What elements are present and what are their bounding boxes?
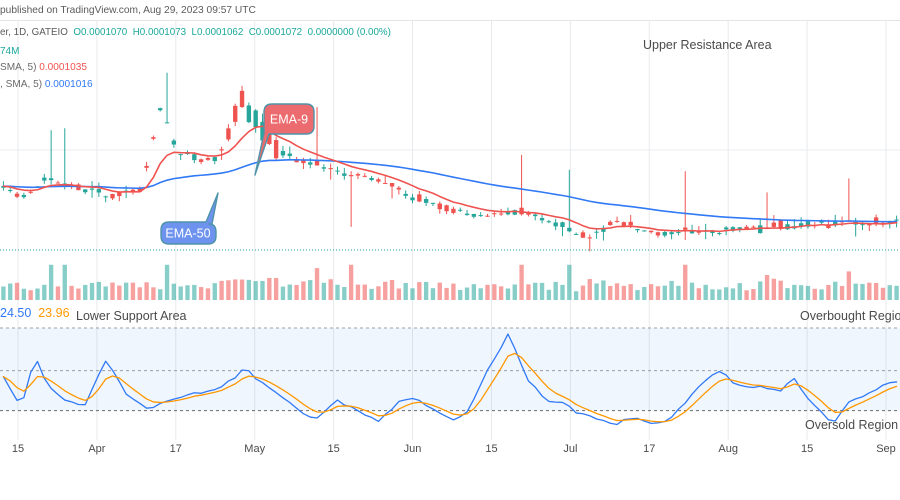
svg-text:Apr: Apr bbox=[88, 443, 105, 455]
svg-text:EMA-9: EMA-9 bbox=[270, 113, 308, 127]
svg-text:Jul: Jul bbox=[563, 443, 577, 455]
svg-text:17: 17 bbox=[170, 443, 182, 455]
svg-text:May: May bbox=[244, 443, 265, 455]
svg-text:EMA-50: EMA-50 bbox=[165, 227, 210, 241]
svg-text:15: 15 bbox=[485, 443, 497, 455]
svg-text:15: 15 bbox=[801, 443, 813, 455]
svg-text:15: 15 bbox=[327, 443, 339, 455]
svg-text:Jun: Jun bbox=[404, 443, 422, 455]
svg-text:Sep: Sep bbox=[876, 443, 896, 455]
svg-text:15: 15 bbox=[12, 443, 24, 455]
svg-text:Aug: Aug bbox=[718, 443, 738, 455]
svg-text:17: 17 bbox=[643, 443, 655, 455]
